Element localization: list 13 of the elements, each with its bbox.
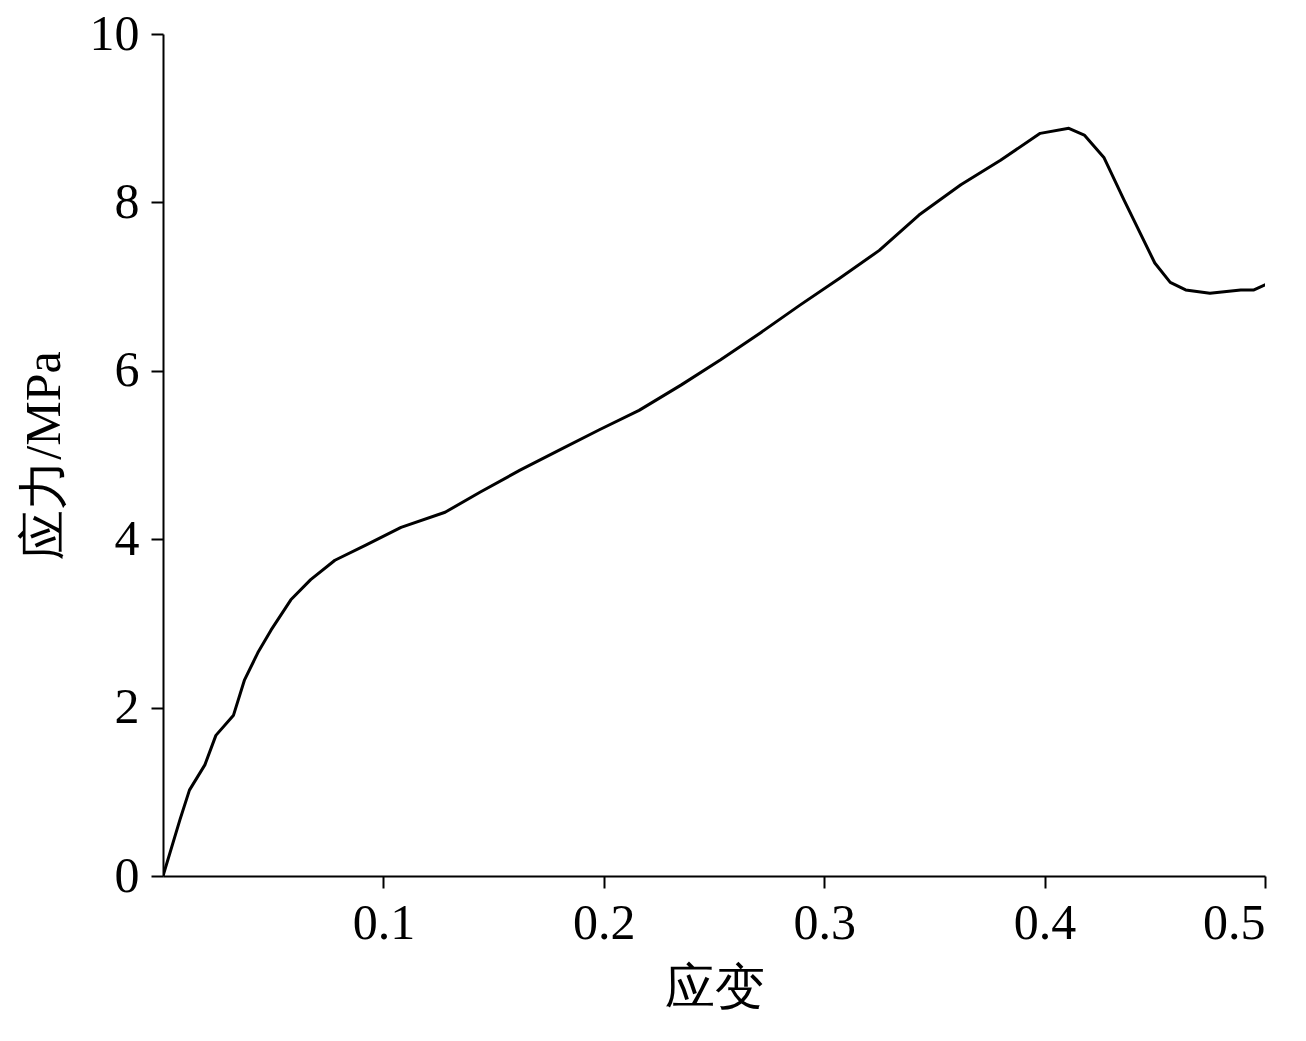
x-tick-label: 0.5	[1203, 893, 1266, 950]
y-tick-label: 2	[114, 678, 140, 735]
x-axis-title: 应变	[664, 958, 765, 1015]
y-axis-title: 应力/MPa	[14, 351, 71, 560]
x-tick-label: 0.1	[352, 893, 416, 950]
y-tick-label: 6	[114, 341, 140, 398]
y-tick-label: 8	[114, 172, 140, 229]
x-tick-label: 0.3	[793, 893, 856, 950]
y-tick-label: 0	[114, 846, 140, 903]
x-tick-label: 0.2	[573, 893, 636, 950]
y-tick-label: 10	[89, 4, 140, 61]
x-tick-label: 0.4	[1013, 893, 1077, 950]
y-tick-label: 4	[114, 509, 140, 566]
